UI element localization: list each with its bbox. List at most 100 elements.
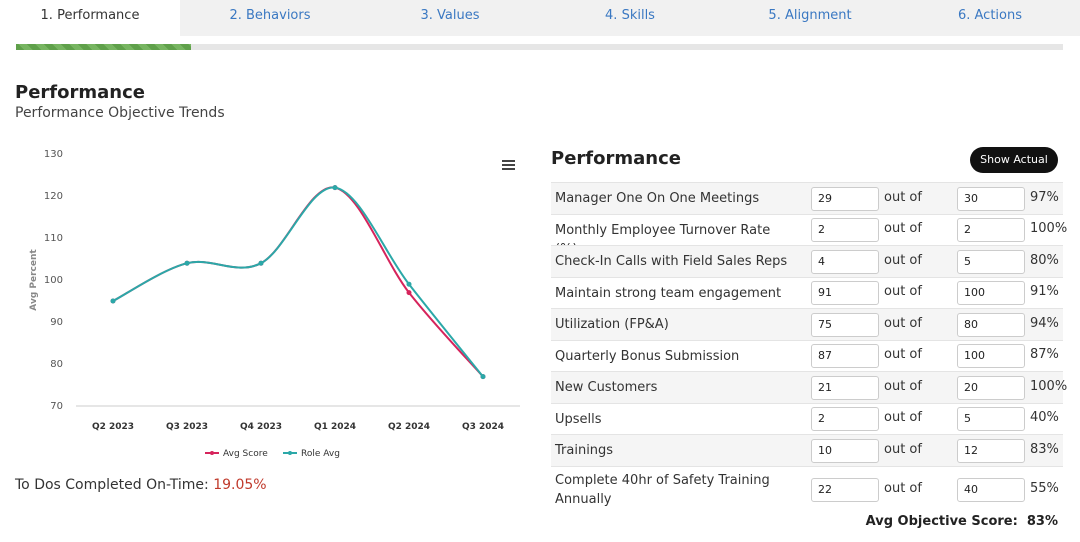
- actual-input[interactable]: 2: [811, 218, 879, 243]
- target-input[interactable]: 40: [957, 477, 1025, 502]
- objective-label: Manager One On One Meetings: [555, 191, 760, 207]
- x-tick-label: Q4 2023: [240, 422, 282, 432]
- objective-label: Quarterly Bonus Submission: [555, 348, 740, 364]
- target-input[interactable]: 5: [957, 407, 1025, 432]
- progress-track: [16, 44, 1063, 50]
- actual-input[interactable]: 22: [811, 477, 879, 502]
- percent: 40%: [1030, 410, 1059, 426]
- objective-row: Utilization (FP&A) 75 out of 80 94%: [551, 308, 1063, 341]
- percent: 91%: [1030, 284, 1059, 300]
- target-input[interactable]: 30: [957, 186, 1025, 211]
- y-tick-label: 130: [44, 149, 63, 160]
- percent: 100%: [1030, 221, 1068, 237]
- x-tick-label: Q2 2024: [388, 422, 430, 432]
- target-input[interactable]: 12: [957, 438, 1025, 463]
- actual-input[interactable]: 91: [811, 281, 879, 306]
- objective-row: Maintain strong team engagement 91 out of 1…: [551, 276, 1063, 310]
- legend-dot: [210, 451, 214, 455]
- show-actual-button[interactable]: Show Actual: [970, 147, 1058, 173]
- target-input[interactable]: 80: [957, 312, 1025, 337]
- out-of: out of: [884, 252, 922, 268]
- actual-input[interactable]: 29: [811, 186, 879, 211]
- avg-score: Avg Objective Score: 83%: [866, 514, 1058, 529]
- legend-label: Avg Score: [223, 449, 268, 459]
- out-of: out of: [884, 480, 922, 496]
- out-of: out of: [884, 315, 922, 331]
- objective-label: New Customers: [555, 380, 658, 396]
- point: [406, 281, 412, 287]
- tab-bar: 1. Performance 2. Behaviors 3. Values 4. Sk…: [0, 0, 1080, 36]
- page-title: Performance: [15, 82, 145, 103]
- objective-row: Quarterly Bonus Submission 87 out of 100 87%: [551, 339, 1063, 373]
- objective-row: Check-In Calls with Field Sales Reps 4 out…: [551, 245, 1063, 278]
- target-input[interactable]: 2: [957, 218, 1025, 243]
- objective-row: Trainings 10 out of 12 83%: [551, 434, 1063, 467]
- point: [184, 260, 190, 266]
- tab[interactable]: 5. Alignment: [768, 8, 852, 23]
- point: [110, 298, 116, 304]
- objective-row: Complete 40hr of Safety Training Annuall…: [551, 465, 1063, 513]
- point: [332, 185, 338, 191]
- avg-score-label: Avg Objective Score:: [865, 514, 1018, 529]
- out-of: out of: [884, 221, 922, 237]
- percent: 97%: [1030, 189, 1059, 205]
- y-tick-label: 110: [44, 233, 63, 244]
- y-tick-label: 80: [50, 359, 63, 370]
- point: [258, 260, 264, 266]
- actual-input[interactable]: 2: [811, 407, 879, 432]
- out-of: out of: [884, 441, 922, 457]
- todo-label: To Dos Completed On-Time:: [15, 477, 209, 493]
- x-tick-label: Q3 2023: [166, 422, 208, 432]
- out-of: out of: [884, 410, 922, 426]
- tab[interactable]: 1. Performance: [0, 0, 180, 36]
- tab[interactable]: 2. Behaviors: [229, 8, 311, 23]
- out-of: out of: [884, 189, 922, 205]
- page-subtitle: Performance Objective Trends: [15, 105, 225, 121]
- percent: 55%: [1030, 480, 1059, 496]
- actual-input[interactable]: 21: [811, 375, 879, 400]
- tab[interactable]: 3. Values: [420, 8, 480, 23]
- target-input[interactable]: 100: [957, 281, 1025, 306]
- actual-input[interactable]: 10: [811, 438, 879, 463]
- tab[interactable]: 6. Actions: [957, 8, 1023, 23]
- point: [480, 374, 486, 380]
- avg-score-value: 83%: [1026, 514, 1058, 529]
- chart: 70 80 90 100 110 120 130 Avg Percent Q2 2023 Q3 2…: [29, 149, 520, 459]
- legend-dot: [288, 451, 292, 455]
- percent: 87%: [1030, 347, 1059, 363]
- actual-input[interactable]: 87: [811, 344, 879, 369]
- series-line: [112, 186, 484, 378]
- y-tick-label: 120: [44, 191, 63, 202]
- y-tick-label: 90: [50, 317, 63, 328]
- objective-label: Utilization (FP&A): [555, 317, 669, 333]
- todo-summary: To Dos Completed On-Time: 19.05%: [15, 477, 267, 493]
- actual-input[interactable]: 75: [811, 312, 879, 337]
- target-input[interactable]: 20: [957, 375, 1025, 400]
- tab[interactable]: 4. Skills: [605, 8, 655, 23]
- y-axis-label: Avg Percent: [29, 249, 39, 311]
- objective-row: Manager One On One Meetings 29 out of 30 97%: [551, 182, 1063, 215]
- target-input[interactable]: 100: [957, 344, 1025, 369]
- point: [406, 290, 412, 296]
- y-tick-label: 70: [50, 401, 63, 412]
- out-of: out of: [884, 347, 922, 363]
- panel-title: Performance: [551, 148, 681, 169]
- percent: 83%: [1030, 441, 1059, 457]
- objective-row: Upsells 2 out of 5 40%: [551, 402, 1063, 436]
- actual-input[interactable]: 4: [811, 249, 879, 274]
- percent: 100%: [1030, 378, 1068, 394]
- series-line: [112, 186, 484, 378]
- out-of: out of: [884, 378, 922, 394]
- menu-icon[interactable]: [502, 160, 515, 170]
- x-tick-label: Q2 2023: [92, 422, 134, 432]
- objective-label: Trainings: [555, 443, 614, 459]
- objective-row: New Customers 21 out of 20 100%: [551, 371, 1067, 404]
- objective-label: Check-In Calls with Field Sales Reps: [555, 254, 788, 270]
- progress-fill: [16, 44, 191, 50]
- percent: 80%: [1030, 252, 1059, 268]
- target-input[interactable]: 5: [957, 249, 1025, 274]
- objective-label: Complete 40hr of Safety Training Annuall…: [555, 472, 770, 507]
- todo-value: 19.05%: [213, 477, 267, 493]
- percent: 94%: [1030, 315, 1059, 331]
